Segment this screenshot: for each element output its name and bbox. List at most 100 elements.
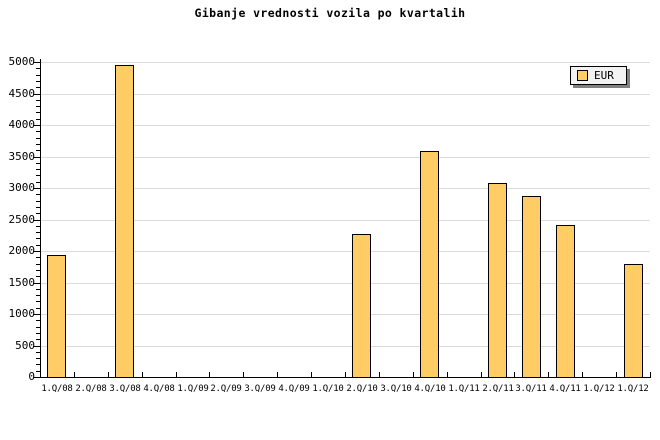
y-minor-tick (36, 333, 40, 334)
x-tick (481, 372, 482, 377)
x-axis-tick-label: 3.Q/11 (515, 384, 547, 394)
x-axis-tick-label: 1.Q/08 (41, 384, 73, 394)
y-axis-tick-label: 3500 (8, 150, 36, 163)
bar (420, 151, 439, 378)
y-minor-tick (36, 207, 40, 208)
y-major-tick (33, 188, 40, 189)
y-minor-tick (36, 289, 40, 290)
y-major-tick (33, 283, 40, 284)
bar (488, 183, 507, 378)
x-axis-tick-label: 3.Q/08 (109, 384, 141, 394)
x-axis-tick-label: 2.Q/08 (75, 384, 107, 394)
gridline (41, 62, 650, 63)
y-minor-tick (36, 68, 40, 69)
x-tick (176, 372, 177, 377)
y-minor-tick (36, 327, 40, 328)
y-major-tick (33, 346, 40, 347)
y-minor-tick (36, 352, 40, 353)
x-axis-tick-label: 2.Q/09 (210, 384, 242, 394)
y-axis-tick-label: 3000 (8, 181, 36, 194)
gridline (41, 283, 650, 284)
x-tick (243, 372, 244, 377)
y-minor-tick (36, 81, 40, 82)
y-minor-tick (36, 119, 40, 120)
legend-label: EUR (594, 69, 614, 82)
x-tick (650, 372, 651, 377)
y-major-tick (33, 125, 40, 126)
y-axis-tick-label: 0 (28, 370, 35, 383)
y-axis-tick-label: 4000 (8, 118, 36, 131)
y-axis-tick-label: 5000 (8, 55, 36, 68)
y-minor-tick (36, 163, 40, 164)
x-axis-tick-label: 4.Q/11 (549, 384, 581, 394)
y-minor-tick (36, 182, 40, 183)
x-axis-tick-label: 1.Q/12 (583, 384, 615, 394)
x-tick (209, 372, 210, 377)
x-axis-tick-label: 4.Q/08 (143, 384, 175, 394)
x-tick (277, 372, 278, 377)
bar (352, 234, 371, 378)
y-axis-tick-label: 4500 (8, 87, 36, 100)
x-axis-tick-label: 2.Q/11 (482, 384, 514, 394)
y-minor-tick (36, 194, 40, 195)
y-major-tick (33, 377, 40, 378)
y-minor-tick (36, 112, 40, 113)
x-tick (311, 372, 312, 377)
y-minor-tick (36, 295, 40, 296)
gridline (41, 314, 650, 315)
bar (115, 65, 134, 378)
bar (556, 225, 575, 378)
y-minor-tick (36, 150, 40, 151)
x-axis-tick-label: 1.Q/12 (617, 384, 649, 394)
x-axis-tick-label: 1.Q/09 (177, 384, 209, 394)
y-minor-tick (36, 100, 40, 101)
y-major-tick (33, 220, 40, 221)
y-minor-tick (36, 257, 40, 258)
y-minor-tick (36, 175, 40, 176)
x-tick (142, 372, 143, 377)
legend: EUR (570, 66, 627, 85)
x-tick (616, 372, 617, 377)
gridline (41, 251, 650, 252)
bar (47, 255, 66, 378)
x-tick (447, 372, 448, 377)
y-minor-tick (36, 339, 40, 340)
y-minor-tick (36, 75, 40, 76)
y-minor-tick (36, 138, 40, 139)
y-minor-tick (36, 320, 40, 321)
y-minor-tick (36, 232, 40, 233)
y-minor-tick (36, 364, 40, 365)
y-major-tick (33, 94, 40, 95)
y-minor-tick (36, 87, 40, 88)
y-minor-tick (36, 238, 40, 239)
gridline (41, 125, 650, 126)
y-minor-tick (36, 226, 40, 227)
x-tick (582, 372, 583, 377)
bar (522, 196, 541, 378)
x-axis-tick-label: 1.Q/11 (448, 384, 480, 394)
y-major-tick (33, 157, 40, 158)
y-minor-tick (36, 106, 40, 107)
y-axis-tick-label: 2000 (8, 244, 36, 257)
y-axis-tick-label: 1500 (8, 276, 36, 289)
x-tick (548, 372, 549, 377)
y-minor-tick (36, 131, 40, 132)
y-axis-tick-label: 1000 (8, 307, 36, 320)
x-axis-tick-label: 4.Q/09 (278, 384, 310, 394)
y-minor-tick (36, 308, 40, 309)
bar (624, 264, 643, 378)
x-tick (345, 372, 346, 377)
y-minor-tick (36, 358, 40, 359)
y-minor-tick (36, 264, 40, 265)
y-major-tick (33, 62, 40, 63)
y-minor-tick (36, 270, 40, 271)
gridline (41, 94, 650, 95)
y-minor-tick (36, 169, 40, 170)
y-minor-tick (36, 201, 40, 202)
x-tick (514, 372, 515, 377)
x-axis-line (40, 377, 651, 378)
y-minor-tick (36, 301, 40, 302)
x-axis-tick-label: 4.Q/10 (414, 384, 446, 394)
x-tick (40, 372, 41, 377)
x-axis-tick-label: 3.Q/10 (380, 384, 412, 394)
